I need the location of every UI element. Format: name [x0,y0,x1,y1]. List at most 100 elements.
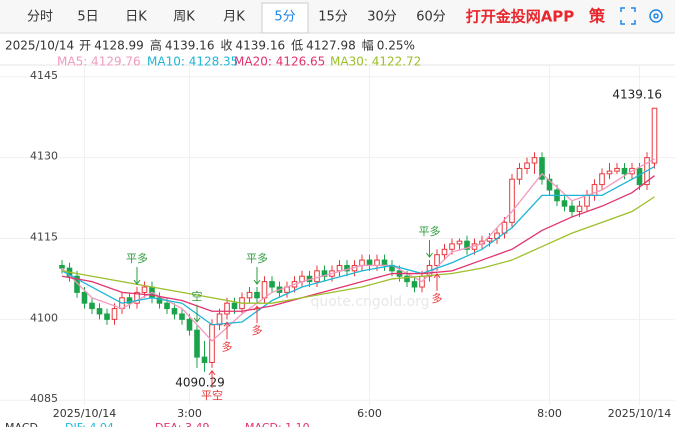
candle-body [539,157,545,180]
tab[interactable]: 周K [173,10,195,25]
ma-legend: MA20: 4126.65 [234,55,325,69]
ma-legend: MA10: 4128.35 [147,55,238,69]
macd-item: DEA: 3.49 [155,421,209,427]
high-label: 4139.16 [612,88,662,102]
candle-body [449,243,455,250]
y-tick-label: 4085 [30,392,58,405]
candle-body [584,194,590,207]
candle-body [209,324,215,363]
info-label: 低 [291,39,303,53]
macd-item: MACD: 1.10 [245,421,310,427]
candle-body [194,329,200,358]
signal-label: 平多 [246,251,268,265]
info-label: 幅 [362,38,374,53]
candle-body [201,356,208,363]
candle-body [74,275,80,293]
ma-line [61,196,655,304]
candle-body [96,308,103,315]
candle-body [516,167,523,180]
candle-body [261,281,268,299]
candle-body [314,270,320,283]
candle-body [224,302,230,315]
info-value: 4127.98 [306,39,356,53]
candle-body [81,291,88,304]
ma-legend: MA30: 4122.72 [330,55,421,69]
tab-bar [0,0,675,33]
candle-body [456,240,463,245]
candle-body [269,281,275,288]
candle-body [134,291,140,304]
ma-line [61,158,655,342]
fullscreen-icon[interactable] [620,7,636,25]
tab[interactable]: 15分 [318,10,348,25]
x-tick-label: 6:00 [357,407,382,420]
candle-body [59,264,65,269]
info-value: 4139.16 [235,39,285,53]
signal-label: 多 [222,339,233,353]
info-date: 2025/10/14 [5,39,74,53]
macd-item: DIF: 4.04 [65,421,114,427]
brand[interactable]: 打开金投网APP [466,8,575,26]
watermark: quote.cngold.org [310,294,429,310]
candle-body [366,259,373,266]
candle-body [321,270,328,277]
candle-body [374,259,380,266]
tab[interactable]: 30分 [367,10,397,25]
signal-arrow [426,240,433,258]
candle-body [576,205,583,213]
candle-body [231,302,238,310]
tab[interactable]: 分时 [27,10,53,25]
tab[interactable]: 5分 [274,10,295,25]
strategy-button[interactable]: 策 [588,7,606,26]
candle-body [651,107,658,164]
candle-body [524,162,530,169]
candle-body [531,157,538,164]
info-value: 4128.99 [94,39,144,53]
candle-body [486,238,493,242]
signal-label: 多 [432,291,443,305]
signal-arrow [193,304,201,323]
tab[interactable]: 日K [125,10,147,25]
candle-body [509,178,515,223]
active-tab-box [261,2,309,34]
ma-legend: MA5: 4129.76 [57,55,141,69]
candle-body [614,167,620,172]
candle-body [441,248,448,256]
signal-arrow [208,370,216,388]
candle-body [104,313,110,320]
y-tick-label: 4130 [30,150,58,163]
info-label: 高 [150,38,162,53]
y-tick-label: 4145 [30,69,58,82]
settings-icon[interactable] [649,9,663,23]
candle-body [126,297,133,304]
candle-body [156,297,163,304]
info-value: 0.25% [377,39,415,53]
candle-body [606,170,613,175]
candle-body [111,308,118,320]
candle-body [411,281,418,288]
x-tick-label: 2025/10/14 [53,407,116,420]
signal-arrow [253,267,261,285]
tab[interactable]: 5日 [77,10,98,25]
y-tick-label: 4115 [30,231,58,244]
tab[interactable]: 60分 [416,10,446,25]
candle-body [186,318,193,331]
candle-body [246,291,253,299]
signal-label: 空 [192,289,203,303]
x-tick-label: 3:00 [177,407,202,420]
candle-body [359,259,365,266]
macd-title: MACD [5,421,38,427]
candle-body [216,313,223,326]
candle-body [621,167,628,175]
candle-body [381,259,388,266]
candle-body [599,173,605,186]
signal-label: 平多 [419,224,441,238]
candle-body [434,254,440,266]
low-label: 4090.29 [175,376,225,390]
signal-arrow [253,305,261,324]
tab[interactable]: 月K [223,10,245,25]
candle-body [464,240,470,250]
info-label: 收 [220,39,232,53]
x-tick-label: 2025/10/14 [608,407,671,420]
